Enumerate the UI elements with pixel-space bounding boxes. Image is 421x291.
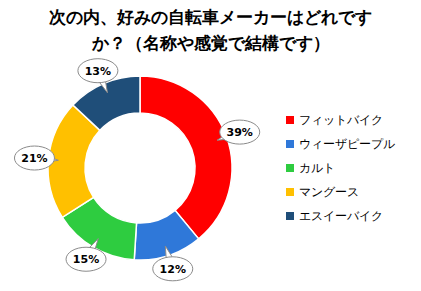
data-label: 15%: [73, 253, 99, 266]
callout-bubble: [153, 257, 193, 281]
legend-label: エスイーバイク: [299, 209, 383, 223]
callout-bubble: [78, 59, 118, 83]
legend-label: フィットバイク: [299, 113, 383, 127]
legend-swatch: [286, 140, 294, 148]
legend-swatch: [286, 116, 294, 124]
callout: 39%: [217, 120, 260, 144]
data-label: 39%: [227, 126, 253, 139]
callout: 15%: [66, 239, 106, 272]
legend-swatch: [286, 164, 294, 172]
callout-bubble: [14, 146, 54, 170]
donut-slice: [140, 76, 232, 239]
callout-bubble: [220, 120, 260, 144]
legend-label: カルト: [299, 161, 335, 175]
data-label: 21%: [21, 152, 47, 165]
callout: 13%: [78, 59, 118, 93]
callout-bubble: [66, 247, 106, 271]
data-labels: 39% 12% 15% 21% 13%: [14, 59, 259, 281]
legend-swatch: [286, 212, 294, 220]
legend-label: マングース: [299, 185, 359, 199]
chart-canvas: 39% 12% 15% 21% 13% フィットバイクウィーザピープルカルトマングースエス…: [0, 0, 421, 291]
legend-swatch: [286, 188, 294, 196]
data-label: 12%: [160, 263, 186, 276]
data-label: 13%: [85, 65, 111, 78]
slices: [48, 76, 232, 260]
legend-label: ウィーザピープル: [299, 137, 395, 151]
chart-title: 次の内、好みの自転車メーカーはどれですか？（名称や感覚で結構です）: [0, 4, 421, 56]
callout: 21%: [14, 146, 58, 170]
callout: 12%: [153, 246, 193, 281]
legend: フィットバイクウィーザピープルカルトマングースエスイーバイク: [286, 113, 395, 223]
